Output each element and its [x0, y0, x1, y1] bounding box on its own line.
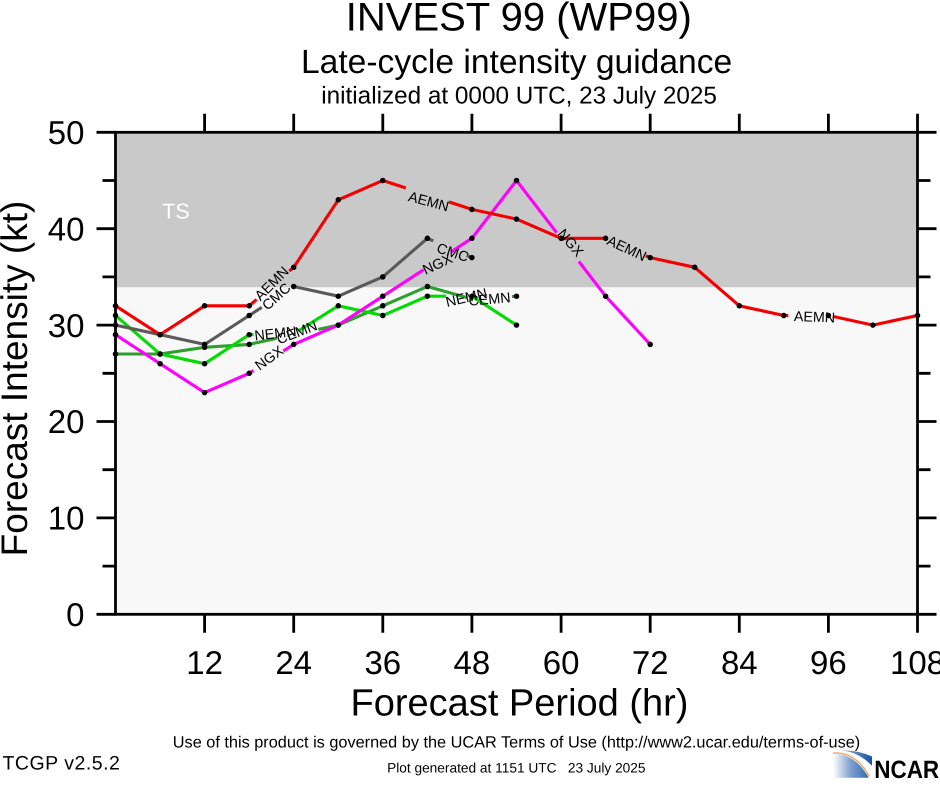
svg-text:50: 50 [48, 114, 85, 151]
svg-text:initialized at 0000 UTC, 23 Ju: initialized at 0000 UTC, 23 July 2025 [321, 83, 717, 110]
svg-text:108: 108 [890, 644, 940, 681]
svg-text:36: 36 [364, 644, 401, 681]
svg-text:20: 20 [48, 403, 85, 440]
svg-text:72: 72 [632, 644, 669, 681]
svg-text:10: 10 [48, 500, 85, 537]
svg-text:AEMN: AEMN [794, 309, 836, 326]
svg-text:0: 0 [66, 596, 84, 633]
svg-text:NCAR: NCAR [874, 756, 939, 780]
svg-text:Forecast Intensity (kt): Forecast Intensity (kt) [0, 201, 35, 557]
svg-text:Use of this product is governe: Use of this product is governed by the U… [173, 733, 860, 751]
svg-text:TS: TS [162, 200, 189, 224]
svg-text:NEMN: NEMN [254, 324, 298, 344]
svg-text:60: 60 [543, 644, 580, 681]
svg-text:Late-cycle intensity guidance: Late-cycle intensity guidance [301, 44, 732, 81]
svg-text:40: 40 [48, 210, 85, 247]
svg-text:Plot generated at 1151 UTC 2: Plot generated at 1151 UTC 23 July 2025 [387, 760, 646, 775]
svg-text:84: 84 [721, 644, 758, 681]
svg-text:96: 96 [810, 644, 847, 681]
svg-text:TCGP v2.5.2: TCGP v2.5.2 [3, 753, 121, 775]
svg-text:CEMN: CEMN [468, 290, 511, 310]
svg-text:12: 12 [186, 644, 223, 681]
svg-text:30: 30 [48, 307, 85, 344]
svg-text:48: 48 [454, 644, 491, 681]
svg-text:24: 24 [275, 644, 312, 681]
svg-text:Forecast Period (hr): Forecast Period (hr) [351, 683, 689, 725]
svg-text:INVEST 99 (WP99): INVEST 99 (WP99) [346, 0, 692, 40]
